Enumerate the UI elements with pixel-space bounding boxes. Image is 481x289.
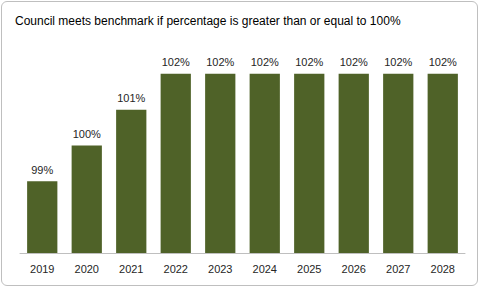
svg-text:102%: 102% [206,56,234,68]
svg-text:2021: 2021 [119,263,143,275]
svg-text:102%: 102% [384,56,412,68]
svg-text:102%: 102% [429,56,457,68]
svg-text:2020: 2020 [75,263,99,275]
svg-text:102%: 102% [295,56,323,68]
svg-text:2026: 2026 [342,263,366,275]
svg-text:99%: 99% [31,164,53,176]
svg-text:102%: 102% [162,56,190,68]
svg-text:2022: 2022 [164,263,188,275]
svg-text:2023: 2023 [208,263,232,275]
svg-text:Council meets benchmark if per: Council meets benchmark if percentage is… [15,14,401,28]
svg-text:100%: 100% [73,128,101,140]
svg-text:2027: 2027 [386,263,410,275]
svg-text:102%: 102% [251,56,279,68]
svg-text:2019: 2019 [30,263,54,275]
svg-text:2024: 2024 [253,263,277,275]
svg-text:101%: 101% [117,92,145,104]
svg-text:102%: 102% [340,56,368,68]
svg-text:2025: 2025 [297,263,321,275]
svg-text:2028: 2028 [431,263,455,275]
